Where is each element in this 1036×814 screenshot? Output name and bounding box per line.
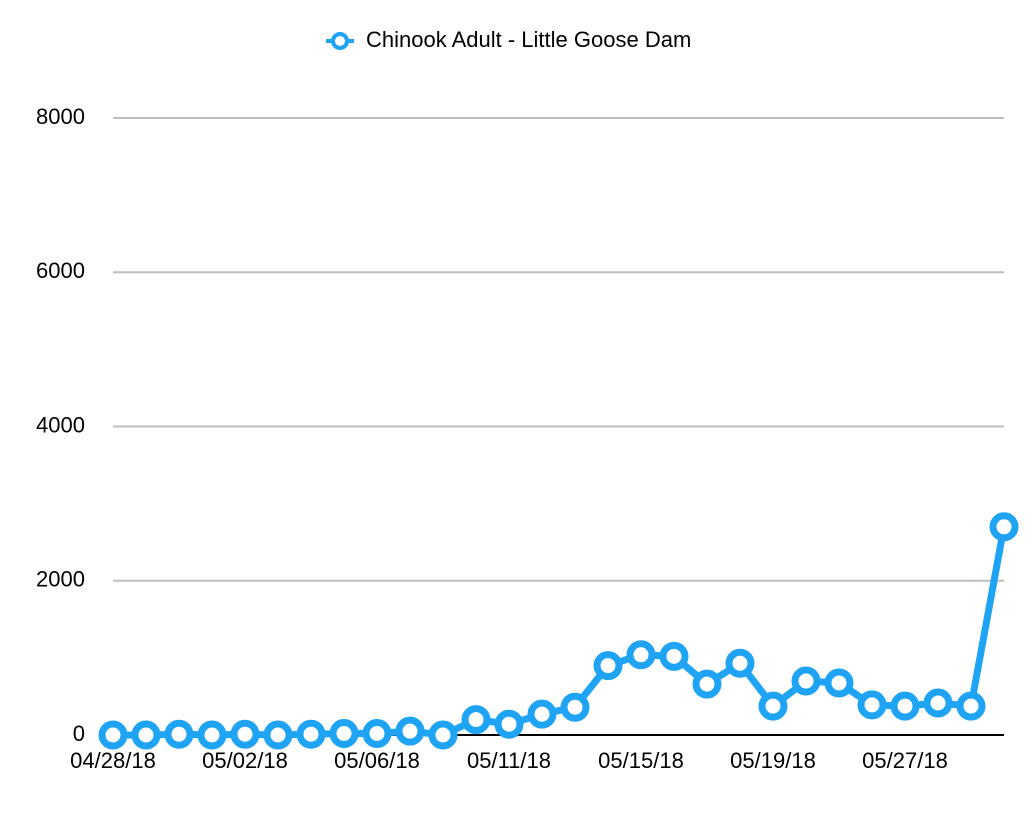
point — [362, 718, 392, 748]
point — [659, 641, 689, 671]
point — [131, 720, 161, 750]
point — [494, 709, 524, 739]
x-tick-label: 05/11/18 — [467, 748, 551, 773]
x-tick-label: 04/28/18 — [70, 748, 156, 773]
x-tick-label: 05/06/18 — [334, 748, 420, 773]
point — [989, 512, 1019, 542]
point — [593, 651, 623, 681]
point — [956, 691, 986, 721]
y-tick-label: 8000 — [36, 104, 85, 129]
point — [461, 705, 491, 735]
x-tick-label: 05/02/18 — [202, 748, 288, 773]
point — [197, 720, 227, 750]
point — [824, 668, 854, 698]
line — [113, 526, 1008, 739]
point — [98, 720, 128, 750]
point — [329, 718, 359, 748]
y-tick-label: 6000 — [36, 258, 85, 283]
point — [263, 720, 293, 750]
point — [626, 640, 656, 670]
point — [164, 719, 194, 749]
x-tick-label: 05/15/18 — [598, 748, 684, 773]
point — [890, 691, 920, 721]
point — [857, 690, 887, 720]
point — [428, 720, 458, 750]
point — [296, 719, 326, 749]
y-tick-label: 0 — [73, 721, 85, 746]
x-tick-label: 05/27/18 — [862, 748, 948, 773]
point — [560, 692, 590, 722]
legend-swatch — [331, 32, 349, 50]
point — [230, 719, 260, 749]
y-tick-label: 4000 — [36, 412, 85, 437]
y-tick-label: 2000 — [36, 567, 85, 592]
point — [725, 648, 755, 678]
x-tick-label: 05/19/18 — [730, 748, 816, 773]
point — [395, 716, 425, 746]
point — [791, 666, 821, 696]
point — [923, 688, 953, 718]
point — [758, 691, 788, 721]
legend-label: Chinook Adult - Little Goose Dam — [366, 27, 691, 52]
point — [692, 669, 722, 699]
point — [527, 699, 557, 729]
